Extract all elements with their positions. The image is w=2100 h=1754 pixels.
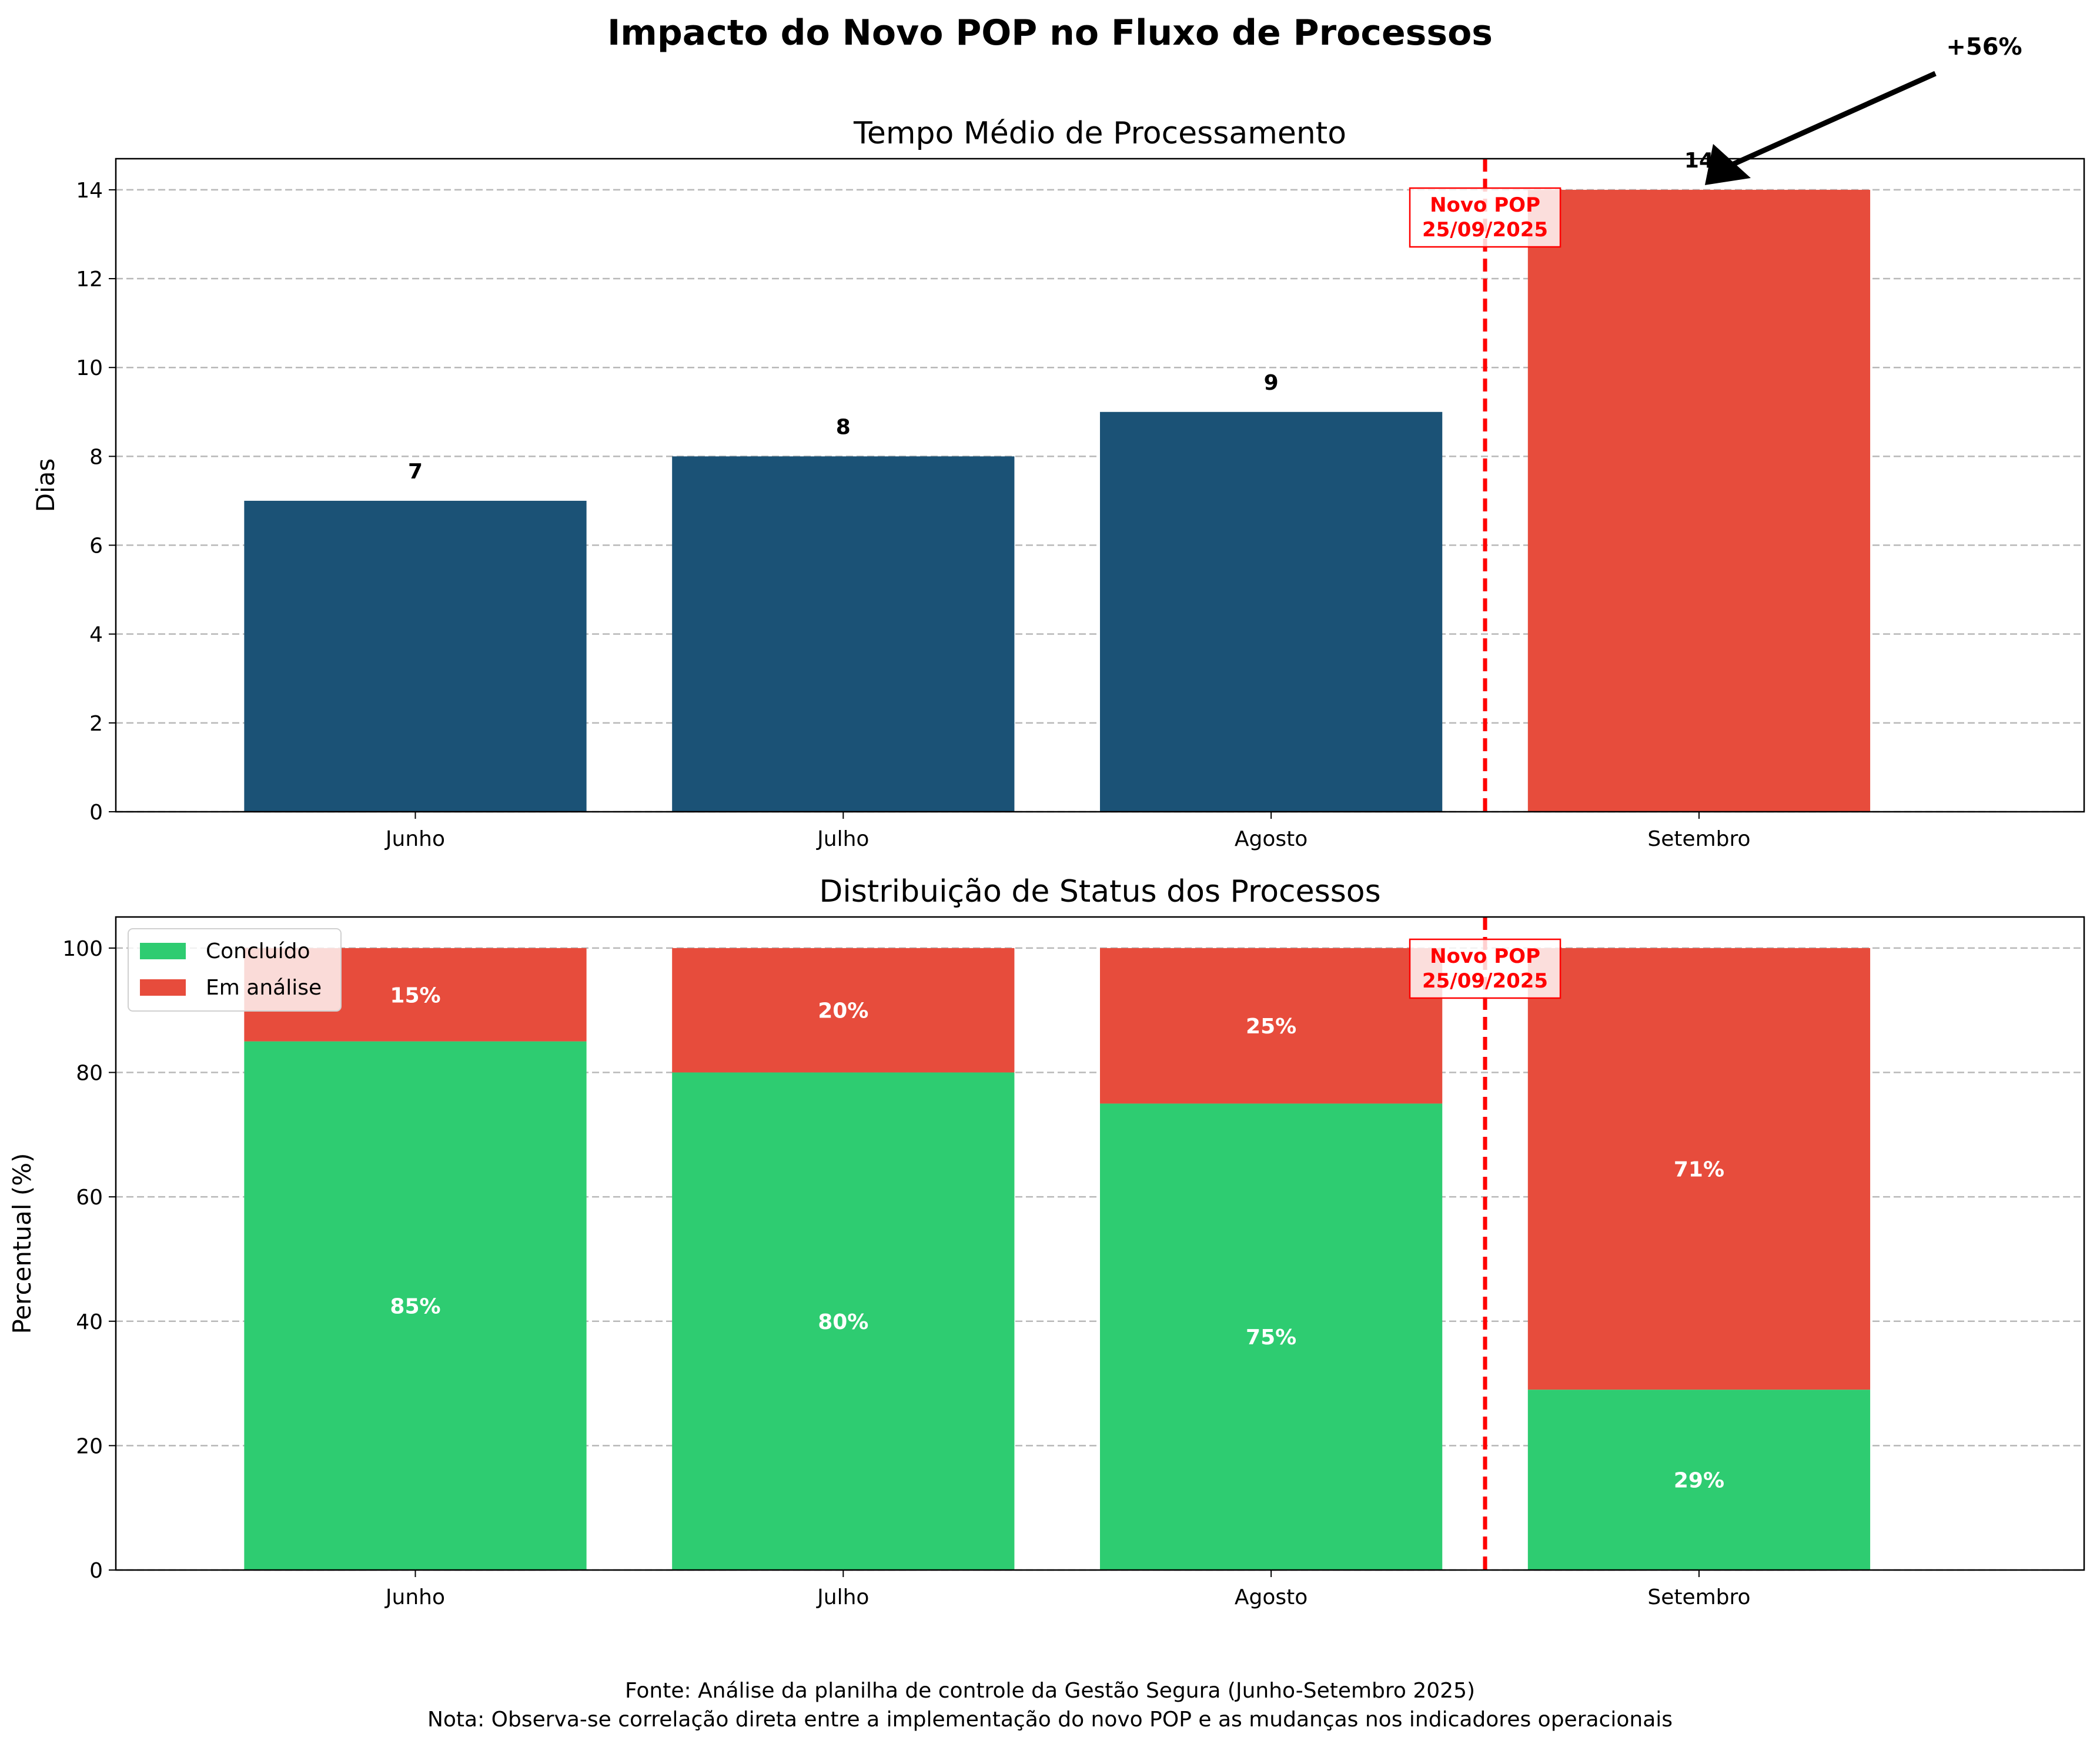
footnote-source: Fonte: Análise da planilha de controle d… [625,1679,1475,1703]
c2-frame [115,916,2085,1571]
c1-bar-value-label: 7 [408,460,423,484]
c1-bar-agosto [1100,411,1443,812]
c2-ytick-label: 100 [62,937,103,961]
figure-title: Impacto do Novo POP no Fluxo de Processo… [607,12,1493,53]
c2-bar-concluido [244,1041,587,1570]
c2-segment-label: 85% [390,1294,440,1318]
c1-frame [115,158,2085,813]
c2-bar-concluido [1100,1103,1443,1570]
c1-bar-value-label: 9 [1264,371,1279,395]
c2-pop-label: 25/09/2025 [1422,969,1548,993]
c1-arrow-label: +56% [1946,34,2022,61]
c2-legend-swatch [140,979,186,996]
c2-legend: Concluído Em análise [128,928,342,1012]
c1-bar-julho [672,456,1015,812]
c1-ytick-label: 0 [89,801,103,825]
c2-legend-label: Concluído [206,939,310,963]
c1-ytick-label: 8 [89,445,103,469]
c1-arrow-shaft [1727,71,1937,169]
processing-time-chart: 0 2 4 6 8 10 12 14 Junho Julho Agosto Setembro Tempo… [31,34,2085,851]
c1-pop-label: 25/09/2025 [1422,218,1548,242]
c2-bar-concluido [672,1072,1015,1570]
c2-ytick-label: 0 [89,1559,103,1583]
status-distribution-chart: 0 20 40 60 80 100 Junho Julho Agosto Setembro Dist… [8,874,2085,1609]
c1-bar-value-label: 8 [836,415,851,439]
c1-pop-label: Novo POP [1430,193,1540,217]
footnote-note: Nota: Observa-se correlação direta entre… [427,1708,1673,1732]
c2-bar-em-analise [1527,948,1871,1390]
c1-bar-setembro [1527,189,1871,812]
c2-xtick-label: Junho [384,1585,445,1609]
c2-xtick-label: Setembro [1647,1585,1750,1609]
c2-segment-label: 71% [1674,1158,1724,1182]
c2-xtick-label: Agosto [1235,1585,1308,1609]
c1-xtick-label: Junho [384,827,445,851]
c2-bar-em-analise [672,948,1015,1073]
c1-xtick-label: Agosto [1235,827,1308,851]
c2-segment-label: 15% [390,983,440,1007]
c1-bar-junho [244,500,587,812]
c1-ytick-label: 6 [89,534,103,558]
c2-legend-swatch [140,943,186,959]
c1-ylabel: Dias [31,458,60,513]
c1-xtick-label: Julho [816,827,869,851]
c2-bar-concluido [1527,1390,1871,1570]
c1-ytick-label: 4 [89,623,103,647]
c2-pop-box [1409,938,1561,999]
c2-pop-label: Novo POP [1430,945,1540,968]
c2-bar-em-analise [1100,948,1443,1104]
c2-ytick-label: 60 [76,1186,103,1210]
c1-ytick-label: 14 [76,179,103,203]
c1-ytick-label: 12 [76,267,103,292]
c2-legend-label: Em análise [206,976,322,1000]
c2-segment-label: 29% [1674,1469,1724,1493]
c2-segment-label: 20% [818,999,868,1023]
c2-xtick-label: Julho [816,1585,869,1609]
c2-ytick-label: 20 [76,1434,103,1458]
c2-title: Distribuição de Status dos Processos [819,874,1380,909]
c1-ytick-label: 10 [76,356,103,380]
c2-ylabel: Percentual (%) [8,1153,36,1334]
c2-segment-label: 25% [1246,1015,1296,1039]
c2-ytick-label: 80 [76,1062,103,1086]
c1-pop-box [1409,187,1561,248]
c1-xtick-label: Setembro [1647,827,1750,851]
c2-ytick-label: 40 [76,1310,103,1334]
c1-title: Tempo Médio de Processamento [853,116,1346,151]
c1-arrow-head [1704,143,1751,185]
c2-segment-label: 80% [818,1310,868,1334]
c1-ytick-label: 2 [89,712,103,736]
c2-segment-label: 75% [1246,1325,1296,1350]
